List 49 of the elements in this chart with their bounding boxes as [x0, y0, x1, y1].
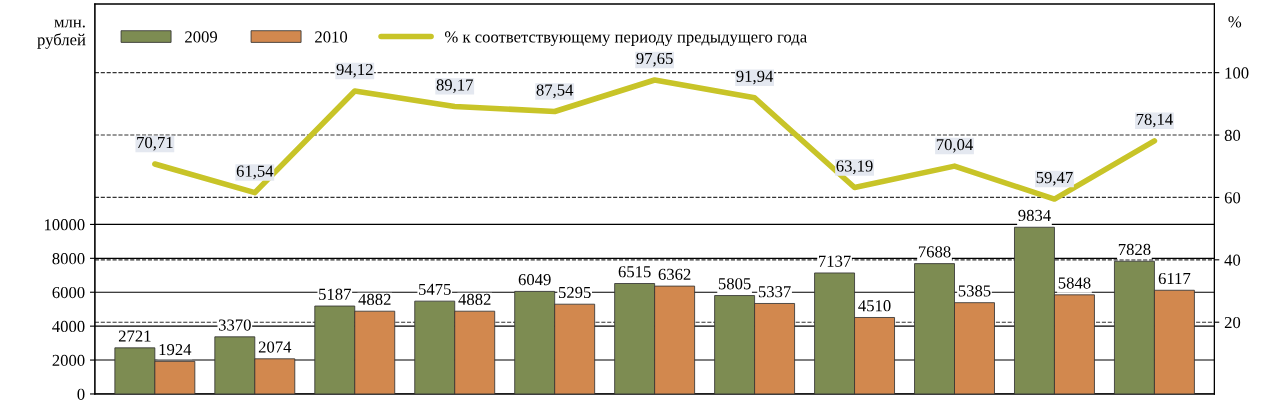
y-tick-label: 10000 — [44, 219, 85, 231]
data-label: 2721 — [118, 330, 151, 342]
y2-axis-title: % — [1228, 16, 1242, 28]
y-tick-label: 6000 — [52, 286, 85, 299]
data-label: 63,19 — [836, 160, 873, 174]
data-label: 6515 — [618, 266, 651, 278]
legend-label: % к соответствующему периоду предыдущего года — [444, 31, 807, 46]
data-label: 1924 — [159, 343, 192, 356]
data-label: 61,54 — [236, 165, 274, 180]
data-label: 7137 — [818, 255, 851, 267]
data-label: 2074 — [258, 341, 292, 353]
legend-label: 2010 — [315, 31, 348, 43]
y2-tick-label: 100 — [1225, 67, 1249, 79]
data-label: 5385 — [958, 285, 991, 297]
y-axis-title: млн. рублей — [37, 19, 86, 49]
data-label: 9834 — [1018, 209, 1051, 222]
y2-tick-label: 40 — [1224, 254, 1241, 266]
y2-tick-label: 80 — [1224, 129, 1241, 141]
data-label: 91,94 — [736, 70, 774, 85]
data-label: 70,71 — [137, 136, 173, 151]
data-label: 94,12 — [336, 63, 373, 78]
data-label: 87,54 — [536, 84, 574, 99]
y-tick-label: 0 — [77, 388, 85, 400]
data-label: 6117 — [1158, 272, 1191, 285]
data-label: 5337 — [758, 286, 791, 298]
data-label: 4882 — [358, 293, 391, 306]
legend-label: 2009 — [185, 31, 218, 43]
data-label: 7688 — [918, 246, 951, 258]
data-label: 4882 — [458, 293, 491, 306]
data-label: 4510 — [858, 300, 891, 312]
y2-tick-label: 20 — [1224, 316, 1241, 329]
data-label: 89,17 — [436, 79, 473, 93]
y-tick-label: 2000 — [52, 354, 85, 366]
data-label: 5805 — [718, 278, 751, 290]
y-tick-label: 4000 — [52, 320, 85, 333]
y-tick-label: 8000 — [52, 253, 85, 265]
data-label: 97,65 — [636, 52, 673, 67]
data-label: 6362 — [658, 268, 691, 280]
data-label: 5475 — [419, 283, 451, 295]
data-label: 6049 — [518, 274, 551, 286]
data-label: 3370 — [218, 319, 251, 331]
data-label: 5848 — [1058, 277, 1091, 289]
data-label: 5295 — [558, 286, 591, 299]
data-label: 70,04 — [936, 138, 973, 153]
y2-tick-label: 60 — [1224, 192, 1241, 204]
data-label: 78,14 — [1136, 113, 1173, 128]
data-label: 59,47 — [1036, 172, 1073, 186]
data-label: 5187 — [319, 288, 351, 300]
data-label: 7828 — [1118, 243, 1151, 256]
